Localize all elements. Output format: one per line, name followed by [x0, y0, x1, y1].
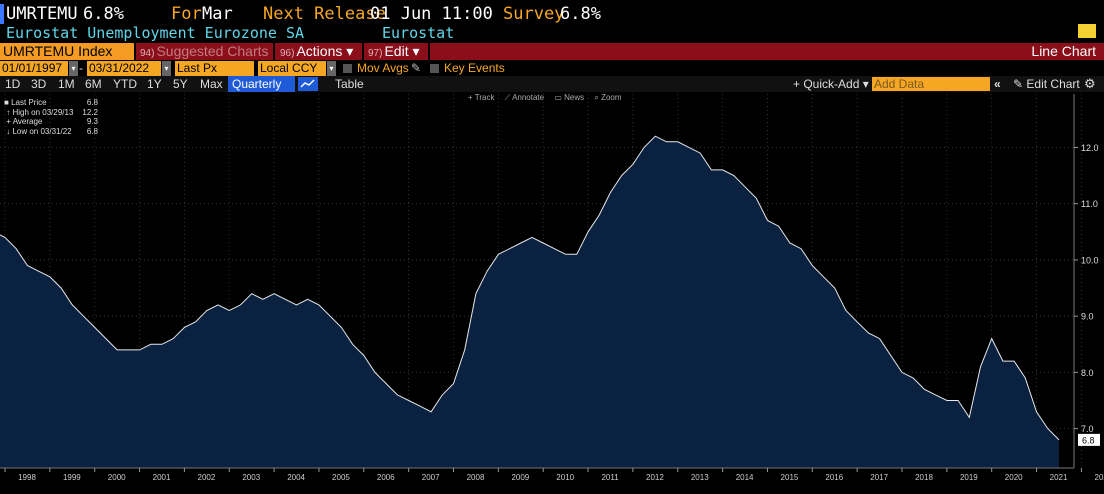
- start-date-dropdown-icon[interactable]: ▾: [69, 61, 78, 76]
- x-tick-label: 2004: [287, 473, 305, 482]
- x-tick-label: 1999: [63, 473, 81, 482]
- legend-row-last-price: ■ Last Price 6.8: [4, 98, 98, 107]
- price-field-select[interactable]: Last Px: [175, 61, 254, 76]
- x-tick-label: 2009: [511, 473, 529, 482]
- news-tool[interactable]: ▭ News: [554, 93, 585, 102]
- range-1y[interactable]: 1Y: [147, 77, 162, 91]
- currency-dropdown-icon[interactable]: ▾: [327, 61, 336, 76]
- x-tick-label: 2011: [601, 473, 619, 482]
- start-date-input[interactable]: 01/01/1997: [0, 61, 68, 76]
- edit-menu[interactable]: 97) Edit ▾: [368, 43, 420, 59]
- x-tick-label: 2010: [556, 473, 574, 482]
- command-cursor[interactable]: [0, 4, 4, 24]
- series-line: [0, 135, 1060, 441]
- x-tick-label: 2020: [1005, 473, 1023, 482]
- x-tick-label: 2016: [825, 473, 843, 482]
- quick-add-button[interactable]: + Quick-Add ▾: [793, 77, 869, 91]
- description-row: Eurostat Unemployment Eurozone SA Eurost…: [0, 24, 1104, 42]
- track-tool[interactable]: + Track: [468, 93, 495, 102]
- key-events-label: Key Events: [444, 61, 505, 75]
- zoom-tool[interactable]: ⌕ Zoom: [594, 93, 622, 102]
- range-ytd[interactable]: YTD: [113, 77, 137, 91]
- bookmark-icon[interactable]: [1078, 24, 1096, 38]
- ticker-header: UMRTEMU 6.8% For Mar Next Release 01 Jun…: [0, 0, 1104, 25]
- x-tick-label: 2019: [960, 473, 978, 482]
- range-6m[interactable]: 6M: [85, 77, 102, 91]
- pencil-icon[interactable]: ✎: [411, 61, 422, 75]
- range-1m[interactable]: 1M: [58, 77, 75, 91]
- y-tick-label: 12.0: [1081, 143, 1099, 153]
- x-tick-label: 2015: [781, 473, 799, 482]
- mov-avgs-label: Mov Avgs: [357, 61, 409, 75]
- x-tick-label: 1998: [18, 473, 36, 482]
- range-1d[interactable]: 1D: [5, 77, 21, 91]
- mov-avgs-checkbox[interactable]: [343, 64, 352, 73]
- chart-legend: ■ Last Price 6.8 ↑ High on 03/29/13 12.2 +…: [4, 98, 100, 136]
- y-tick-label: 8.0: [1081, 368, 1094, 378]
- next-release-label: Next Release: [263, 4, 386, 24]
- table-button[interactable]: Table: [335, 77, 364, 91]
- gear-icon[interactable]: ⚙: [1084, 76, 1096, 91]
- frequency-select[interactable]: Quarterly ▼: [228, 76, 295, 107]
- ticker-symbol[interactable]: UMRTEMU: [6, 4, 78, 24]
- range-max[interactable]: Max: [200, 77, 223, 91]
- actions-menu[interactable]: 96) Actions ▾: [280, 43, 354, 59]
- annotate-tool[interactable]: ⟋ Annotate: [504, 93, 545, 102]
- settings-bar: 01/01/1997 ▾ - 03/31/2022 ▾ Last Px Loca…: [0, 61, 505, 76]
- x-tick-label: 2014: [736, 473, 754, 482]
- collapse-icon[interactable]: «: [994, 77, 1001, 91]
- x-tick-label: 2003: [242, 473, 260, 482]
- view-title: Line Chart: [1031, 43, 1096, 59]
- key-events-checkbox[interactable]: [430, 64, 439, 73]
- end-date-dropdown-icon[interactable]: ▾: [162, 61, 171, 76]
- x-tick-label: 2012: [646, 473, 664, 482]
- source-name: Eurostat: [382, 24, 455, 42]
- last-value-badge: [1078, 433, 1100, 446]
- range-toolbar: 1D 3D 1M 6M YTD 1Y 5Y Max Quarterly ▼ Ta…: [0, 76, 1104, 107]
- chart-type-icon[interactable]: [298, 77, 318, 91]
- currency-select[interactable]: Local CCY: [258, 61, 326, 76]
- survey-label: Survey: [503, 4, 565, 24]
- x-tick-label: 2017: [870, 473, 888, 482]
- line-chart-area[interactable]: 7.0 8.0 9.0 10.0 11.0 12.0 6.8 1998 1999 2000 2001…: [0, 92, 1104, 494]
- x-tick-label: 2001: [153, 473, 171, 482]
- x-tick-label: 2008: [467, 473, 485, 482]
- x-tick-label: 2006: [377, 473, 395, 482]
- next-release-value: 01 Jun 11:00: [370, 4, 493, 24]
- legend-row-low: ↓ Low on 03/31/22 6.8: [4, 126, 98, 136]
- y-tick-label: 9.0: [1081, 312, 1094, 322]
- security-description: Eurostat Unemployment Eurozone SA: [6, 24, 305, 42]
- for-label: For: [171, 4, 202, 24]
- x-tick-label: 2021: [1050, 473, 1068, 482]
- y-tick-label: 10.0: [1081, 255, 1099, 265]
- x-tick-label: 2005: [332, 473, 350, 482]
- x-tick-label: 2000: [108, 473, 126, 482]
- end-date-input[interactable]: 03/31/2022: [87, 61, 161, 76]
- x-tick-label: 2022: [1095, 473, 1104, 482]
- add-data-input[interactable]: Add Data: [872, 77, 990, 91]
- security-index-field[interactable]: UMRTEMU Index: [0, 43, 134, 60]
- series-area-fill: [0, 136, 1059, 468]
- x-tick-label: 2018: [915, 473, 933, 482]
- chart-tool-hints: + Track ⟋ Annotate ▭ News ⌕ Zoom: [468, 93, 630, 103]
- range-5y[interactable]: 5Y: [173, 77, 188, 91]
- for-value: Mar: [202, 4, 233, 24]
- x-tick-label: 2007: [422, 473, 440, 482]
- y-tick-label: 7.0: [1081, 424, 1094, 434]
- edit-chart-button[interactable]: ✎ Edit Chart: [1013, 77, 1080, 91]
- x-tick-label: 2013: [691, 473, 709, 482]
- last-value-label: 6.8: [1082, 435, 1095, 445]
- legend-row-average: + Average 9.3: [4, 117, 98, 126]
- range-3d[interactable]: 3D: [31, 77, 47, 91]
- survey-value: 6.8%: [560, 4, 601, 24]
- ticker-value: 6.8%: [83, 4, 124, 24]
- legend-row-high: ↑ High on 03/29/13 12.2: [4, 107, 98, 117]
- x-tick-label: 2002: [198, 473, 216, 482]
- command-bar: UMRTEMU Index 94) Suggested Charts 96) Act…: [0, 43, 1104, 60]
- y-tick-label: 11.0: [1081, 199, 1098, 209]
- suggested-charts-button[interactable]: 94) Suggested Charts: [140, 43, 269, 59]
